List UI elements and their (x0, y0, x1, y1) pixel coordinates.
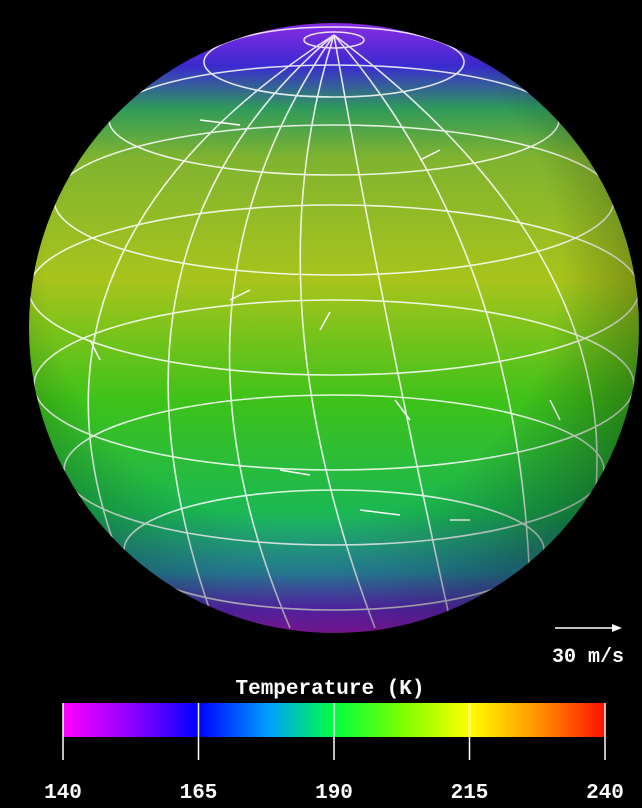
tick-label: 215 (451, 782, 489, 805)
tick-label: 240 (586, 782, 624, 805)
tick-label: 190 (315, 782, 353, 805)
scale-label: 30 m/s (552, 646, 624, 669)
scale-arrow: 30 m/s (552, 624, 624, 669)
figure: 30 m/s Temperature (K) 140 165 190 215 240 (0, 0, 642, 808)
tick-label: 140 (44, 782, 82, 805)
globe (29, 23, 639, 633)
tick-label: 165 (180, 782, 218, 805)
colorbar-title: Temperature (K) (235, 678, 424, 701)
page: 30 m/s Temperature (K) 140165190215240 (… (0, 0, 642, 808)
